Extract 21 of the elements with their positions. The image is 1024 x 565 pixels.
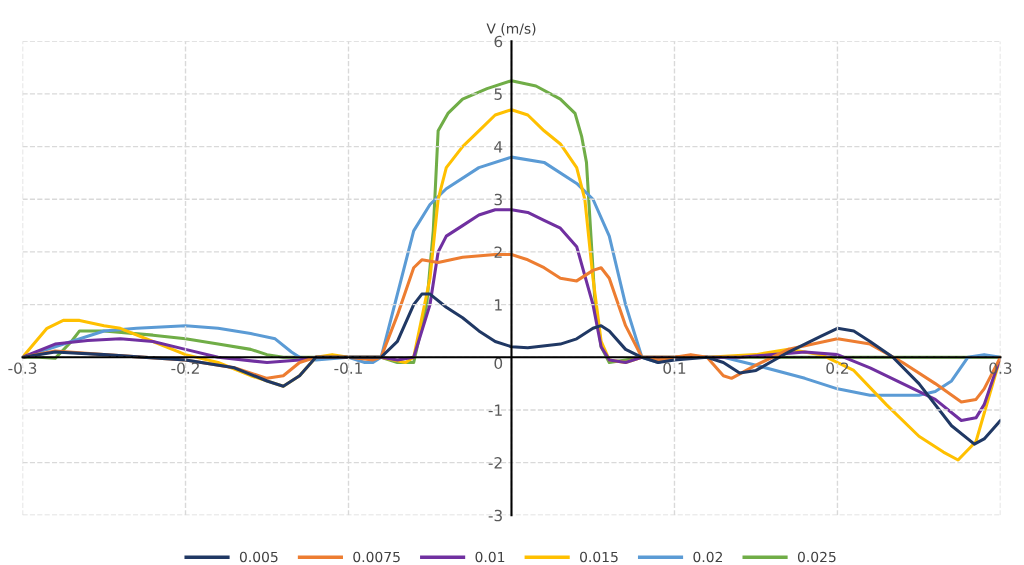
y-tick-label: 3: [494, 193, 502, 206]
x-tick-label: 0.2: [826, 362, 849, 374]
y-tick-label: 6: [494, 35, 503, 48]
y-tick-label: 0: [494, 357, 503, 370]
legend-label: 0.02: [693, 551, 723, 563]
y-tick-label: 4: [494, 141, 503, 153]
y-tick-label: -2: [488, 457, 502, 469]
legend-label: 0.015: [580, 551, 618, 563]
legend-label: 0.025: [797, 551, 836, 563]
y-tick-label: -1: [488, 404, 502, 416]
y-tick-label: 1: [495, 299, 502, 311]
legend-label: 0.005: [239, 551, 278, 563]
legend-label: 0.01: [475, 551, 505, 563]
x-tick-label: -0.1: [334, 362, 362, 374]
y-axis-title: V (m/s): [486, 23, 536, 36]
x-tick-label: -0.3: [8, 362, 37, 374]
y-tick-label: -3: [488, 509, 502, 522]
y-tick-label: 5: [494, 88, 502, 100]
x-tick-label: 0.1: [663, 362, 686, 374]
x-tick-label: -0.2: [171, 362, 199, 374]
legend-label: 0.0075: [353, 551, 400, 563]
